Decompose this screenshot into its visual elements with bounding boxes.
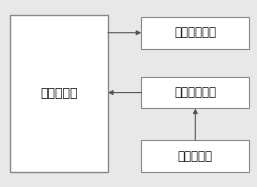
Bar xyxy=(141,17,249,49)
Text: 运算处理器: 运算处理器 xyxy=(40,87,78,100)
Bar xyxy=(10,15,108,172)
Text: 信号输出部件: 信号输出部件 xyxy=(174,26,216,39)
Text: 光发射部件: 光发射部件 xyxy=(178,150,213,163)
Bar xyxy=(141,140,249,172)
Bar xyxy=(141,77,249,108)
Text: 图像采集部件: 图像采集部件 xyxy=(174,86,216,99)
